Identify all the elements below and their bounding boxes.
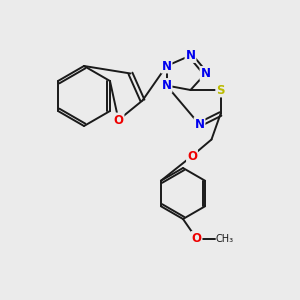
Text: O: O — [113, 113, 124, 127]
Text: N: N — [200, 67, 211, 80]
Text: S: S — [216, 83, 225, 97]
Text: N: N — [194, 118, 205, 131]
Text: N: N — [161, 59, 172, 73]
Text: N: N — [161, 79, 172, 92]
Text: CH₃: CH₃ — [216, 233, 234, 244]
Text: O: O — [191, 232, 202, 245]
Text: N: N — [185, 49, 196, 62]
Text: O: O — [187, 149, 197, 163]
